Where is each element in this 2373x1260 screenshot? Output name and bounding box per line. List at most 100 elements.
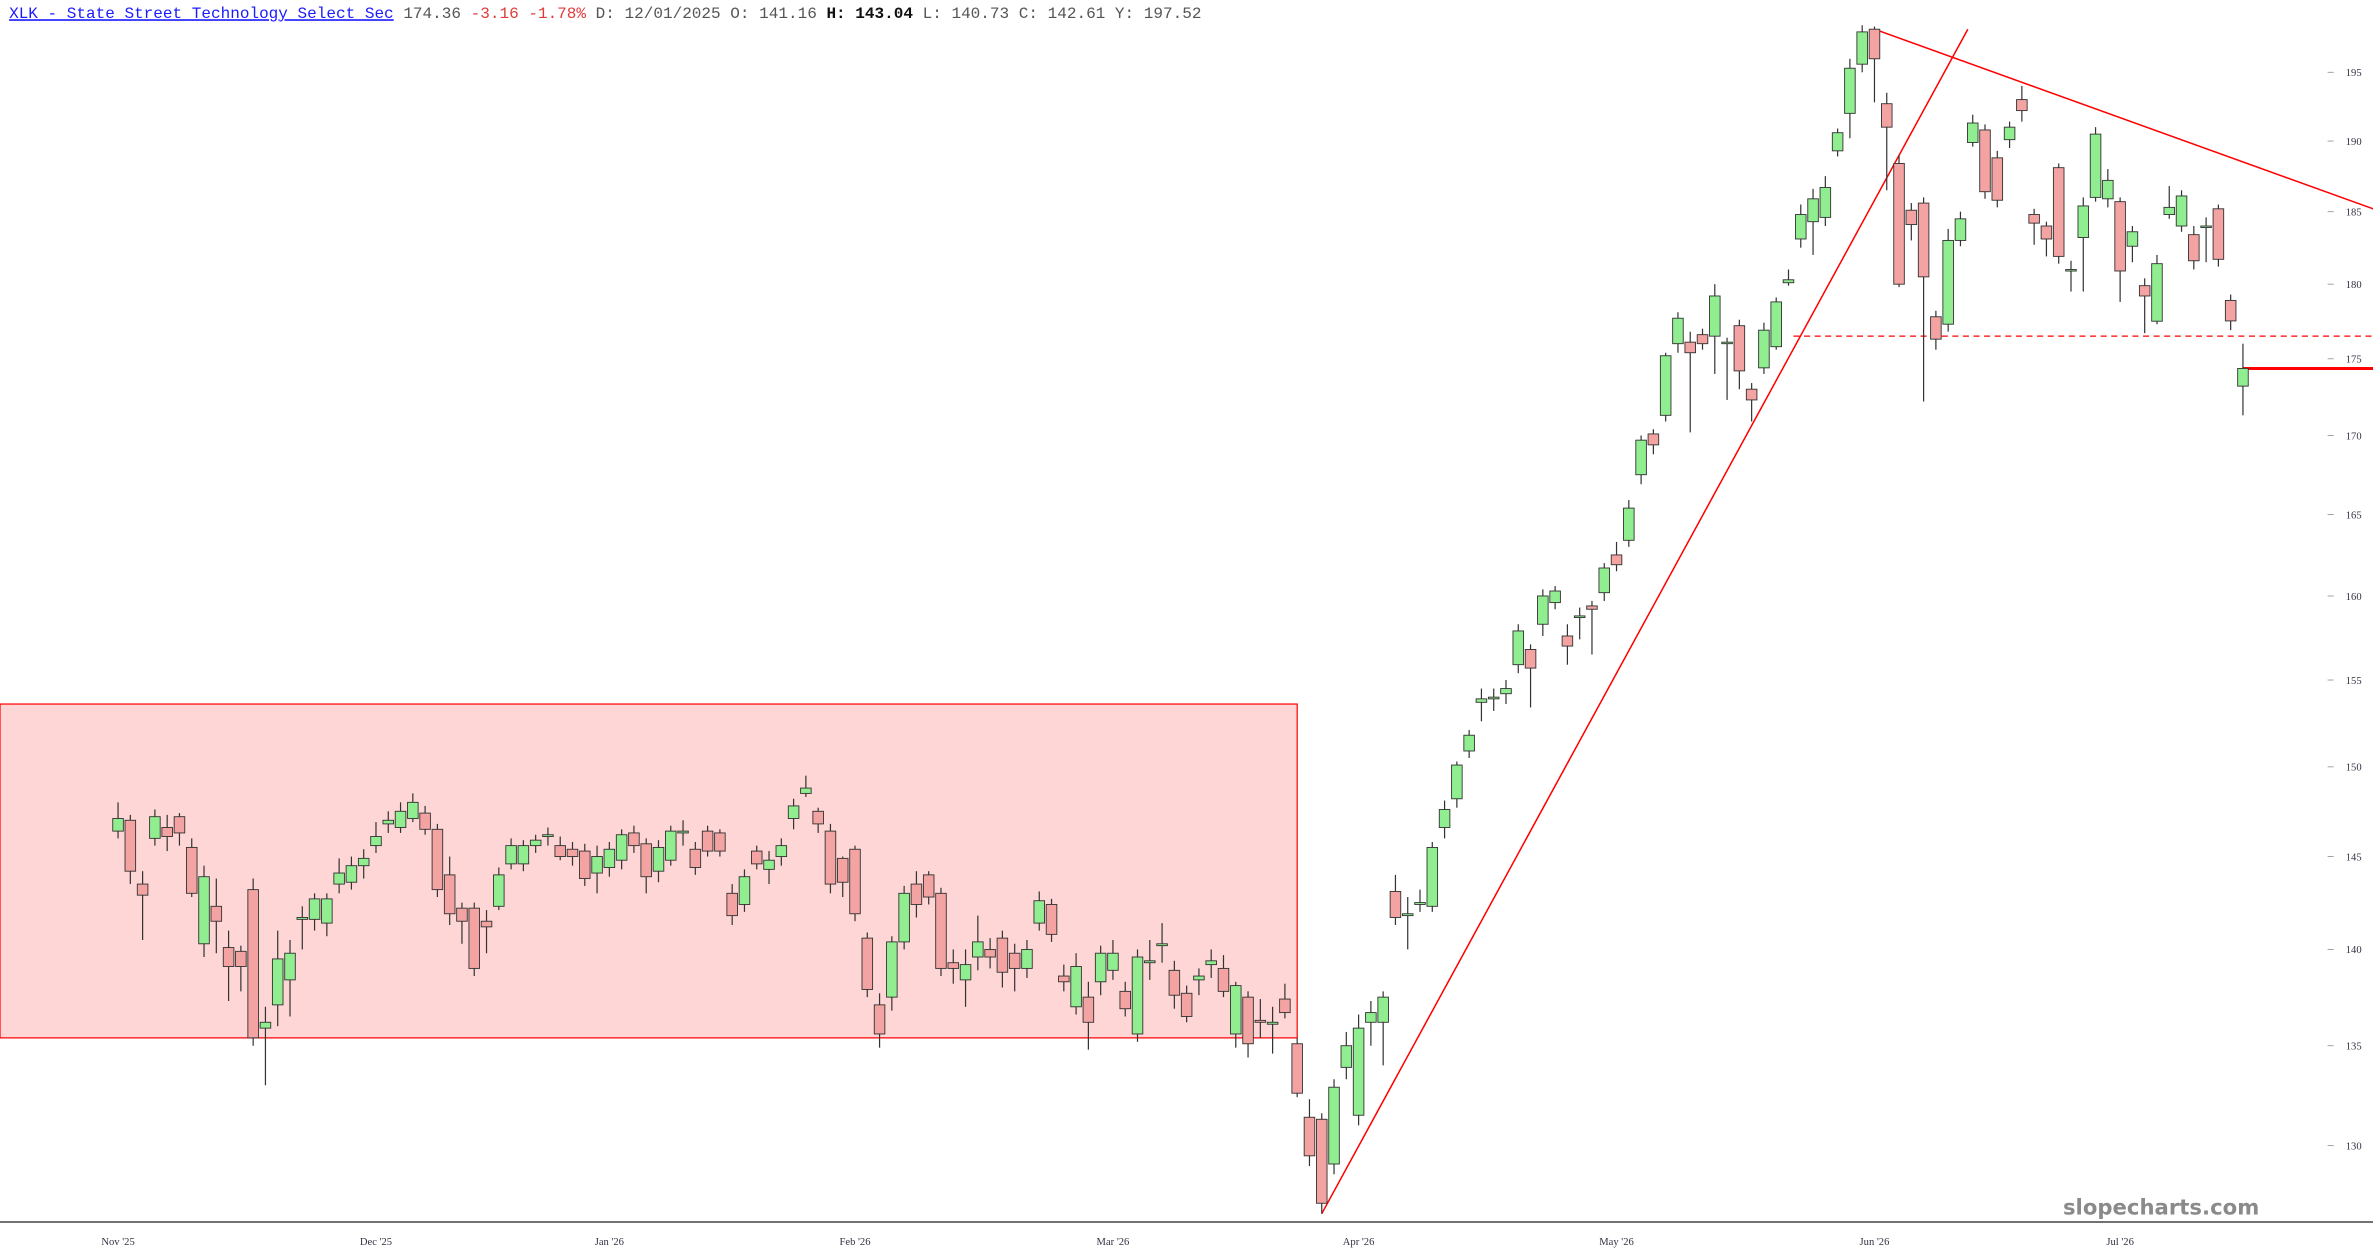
x-tick-label: Apr '26: [1343, 1237, 1375, 1248]
candle-body: [1352, 1027, 1365, 1116]
candle-body: [701, 830, 714, 852]
candle-body: [2200, 225, 2212, 228]
candle-body: [493, 874, 505, 907]
candle-body: [345, 865, 358, 883]
y-tick-label: 180: [2346, 280, 2362, 291]
candle-body: [2138, 285, 2151, 297]
candle-body: [1426, 846, 1439, 907]
trend-line: [1321, 28, 1969, 1215]
candle-body: [1340, 1045, 1353, 1068]
candle-body: [1537, 595, 1549, 625]
x-tick-label: Nov '25: [101, 1237, 134, 1248]
candle-body: [419, 812, 431, 830]
x-tick-label: Mar '26: [1097, 1237, 1130, 1248]
candle-body: [480, 920, 493, 928]
candle-body: [1279, 998, 1291, 1014]
candle-body: [750, 850, 763, 865]
candle-body: [984, 948, 996, 958]
candle-body: [763, 859, 775, 870]
candle-body: [161, 827, 173, 838]
candle-body: [1414, 902, 1426, 905]
candle-body: [1303, 1116, 1316, 1157]
candle-body: [1094, 952, 1107, 983]
candle-body: [2224, 299, 2237, 322]
candle-body: [566, 848, 579, 858]
candle-body: [1463, 734, 1475, 752]
candle-body: [505, 845, 517, 865]
candle-body: [603, 848, 616, 868]
candle-body: [1144, 960, 1156, 964]
candle-body: [1586, 605, 1598, 610]
last-price: 174.36: [403, 5, 461, 23]
candle-body: [2151, 263, 2163, 322]
candle-body: [628, 832, 640, 847]
candle-body: [873, 1004, 886, 1035]
y-tick-label: 195: [2346, 68, 2362, 79]
candle-body: [2126, 231, 2139, 247]
candle-body: [2212, 208, 2225, 260]
candle-body: [1868, 28, 1881, 60]
candle-body: [284, 952, 296, 981]
candle-body: [591, 856, 603, 874]
open: O: 141.16: [730, 5, 817, 23]
candle-body: [1623, 507, 1635, 541]
watermark: slopecharts.com: [2063, 1195, 2259, 1220]
candle-body: [308, 898, 321, 920]
candle-body: [2040, 225, 2053, 240]
candle-body: [1561, 635, 1574, 647]
candle-body: [1672, 317, 1684, 345]
candle-body: [1230, 985, 1242, 1035]
candle-body: [1254, 1019, 1267, 1023]
axes: 130 135 140 145 150 155 160 165 170 175 180 185 190 1…: [0, 68, 2373, 1248]
candle-body: [1193, 975, 1205, 981]
candle-body: [1082, 996, 1095, 1023]
candle-body: [2028, 214, 2040, 224]
candle-body: [689, 848, 702, 868]
y-tick-label: 160: [2346, 592, 2362, 603]
candle-body: [554, 845, 566, 858]
candle-body: [1401, 913, 1414, 917]
candle-body: [222, 947, 235, 967]
candle-body: [1021, 948, 1033, 969]
candle-body: [1917, 202, 1930, 278]
candle-body: [2089, 133, 2102, 198]
candle-body: [247, 889, 259, 1039]
y-tick-label: 145: [2346, 852, 2362, 863]
candle-body: [1991, 157, 2004, 201]
candle-body: [1745, 388, 1758, 401]
candle-body: [1684, 341, 1696, 354]
candle-body: [1451, 764, 1463, 800]
x-tick-label: Jan '26: [595, 1237, 624, 1248]
candle-body: [2175, 195, 2188, 227]
year-high: Y: 197.52: [1115, 5, 1202, 23]
candle-body: [1905, 209, 1918, 226]
candle-body: [1709, 295, 1721, 337]
candle-body: [910, 883, 923, 905]
candle-body: [1733, 325, 1746, 372]
candle-body: [1598, 567, 1611, 594]
candle-body: [959, 964, 972, 981]
symbol-link[interactable]: XLK - State Street Technology Select Sec: [9, 5, 394, 23]
change: -3.16: [471, 5, 519, 23]
candle-body: [2065, 269, 2077, 272]
candle-body: [198, 876, 210, 945]
candle-body: [2016, 99, 2028, 112]
y-tick-label: 165: [2346, 510, 2362, 521]
y-tick-label: 190: [2346, 137, 2362, 148]
candle-body: [529, 839, 542, 847]
y-tick-label: 185: [2346, 207, 2362, 218]
candle-body: [579, 850, 591, 880]
x-tick-label: Jun '26: [1860, 1237, 1890, 1248]
candle-body: [1881, 103, 1893, 128]
change-pct: -1.78%: [528, 5, 586, 23]
candle-body: [1107, 952, 1119, 971]
candle-body: [210, 905, 223, 922]
candle-body: [542, 834, 554, 838]
candle-body: [1844, 67, 1856, 114]
candle-body: [1008, 952, 1021, 969]
candle-body: [1819, 186, 1832, 218]
candle-body: [677, 830, 689, 834]
candle-body: [185, 846, 198, 894]
candle-body: [1045, 903, 1058, 935]
